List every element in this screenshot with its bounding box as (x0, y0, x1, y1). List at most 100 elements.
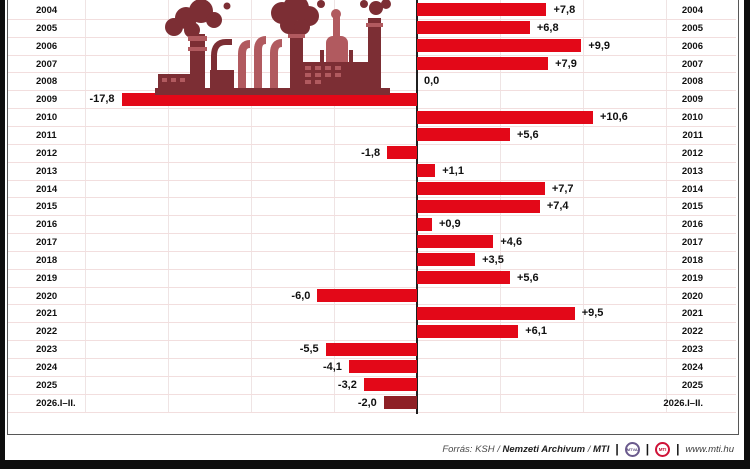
year-label-right: 2005 (681, 22, 703, 34)
row-separator (8, 233, 736, 235)
factory-center-chimney (288, 30, 305, 88)
value-label: +9,5 (581, 307, 604, 320)
gridline (251, 0, 252, 412)
row-separator (8, 358, 736, 359)
year-label-left: 2016 (36, 219, 58, 231)
year-label-right: 2014 (681, 183, 703, 195)
row-separator (8, 250, 736, 252)
value-label: +9,9 (588, 39, 611, 52)
bar (363, 378, 417, 392)
year-label-right: 2026.I–II. (663, 397, 703, 409)
row-separator (8, 375, 736, 377)
year-label-right: 2016 (681, 219, 703, 231)
source-ksh: KSH (475, 443, 495, 455)
factory-center-smoke (271, 0, 325, 35)
value-label: +7,8 (553, 4, 576, 16)
year-label-left: 2025 (36, 379, 58, 391)
bar (417, 271, 510, 285)
bar (417, 324, 519, 338)
bar (417, 199, 540, 213)
value-label: -4,1 (322, 361, 342, 373)
year-label-left: 2024 (36, 362, 58, 373)
row-separator (8, 143, 736, 145)
row-separator (8, 215, 736, 217)
value-label: +6,1 (525, 325, 547, 338)
year-label-right: 2007 (681, 58, 703, 70)
row-separator (8, 304, 736, 306)
row-separator (8, 161, 736, 163)
year-label-right: 2021 (681, 308, 703, 320)
image-border-left (0, 0, 5, 469)
bar (417, 3, 547, 17)
bar (417, 235, 494, 249)
row-separator (8, 286, 736, 288)
year-label-right: 2024 (681, 362, 703, 373)
row-separator (8, 179, 736, 181)
year-label-left: 2011 (36, 129, 57, 141)
source-separator: / (497, 443, 500, 455)
bar (417, 21, 530, 35)
year-label-right: 2012 (681, 147, 703, 159)
source-archive: Nemzeti Archivum (502, 443, 586, 455)
row-separator (8, 393, 736, 395)
year-label-left: 2021 (36, 308, 58, 320)
year-label-left: 2018 (36, 254, 58, 266)
year-label-right: 2004 (681, 5, 703, 16)
bar (387, 146, 417, 160)
year-label-left: 2019 (36, 272, 58, 284)
bar (417, 253, 476, 267)
website-link: www.mti.hu (685, 443, 734, 455)
year-label-right: 2013 (681, 165, 703, 177)
mti-logo-text: MTI (658, 446, 667, 452)
value-label: +10,6 (599, 111, 628, 124)
row-separator (8, 197, 736, 199)
bar (417, 110, 593, 124)
value-label: +5,6 (516, 128, 539, 141)
year-label-left: 2005 (36, 22, 58, 34)
value-label: +0,9 (438, 218, 461, 231)
value-label: +1,1 (442, 164, 464, 177)
year-label-left: 2017 (36, 237, 58, 249)
bar (417, 217, 432, 231)
year-label-right: 2019 (681, 272, 703, 284)
year-label-left: 2009 (36, 94, 58, 106)
row-separator (8, 268, 736, 270)
year-label-left: 2010 (36, 112, 58, 124)
factory-smoke-left (165, 0, 231, 38)
image-border-bottom (0, 460, 750, 469)
year-label-left: 2013 (36, 165, 58, 177)
value-label: -6,0 (291, 289, 311, 302)
gridline (334, 0, 335, 412)
factory-illustration (155, 0, 391, 95)
row-separator (8, 108, 736, 110)
bar (417, 181, 545, 195)
factory-buildings (155, 62, 390, 95)
value-label: +3,5 (482, 253, 504, 266)
year-label-left: 2020 (36, 290, 58, 302)
year-label-right: 2011 (682, 129, 703, 141)
bar (383, 396, 417, 410)
footer-divider: | (645, 442, 650, 456)
value-label: -2,0 (357, 396, 377, 409)
year-label-left: 2014 (36, 183, 58, 195)
bar (348, 360, 417, 374)
gridline (583, 0, 584, 412)
year-label-right: 2010 (681, 112, 703, 124)
year-label-left: 2022 (36, 326, 58, 338)
row-separator (8, 322, 736, 324)
gridline (85, 0, 86, 412)
bar (417, 128, 510, 142)
value-label: +7,9 (555, 57, 577, 70)
value-label: -1,8 (361, 146, 381, 159)
year-label-right: 2025 (681, 379, 703, 391)
mtva-logo-text: MTVA (626, 446, 638, 452)
year-label-left: 2004 (36, 5, 58, 16)
mti-logo-icon: MTI (655, 441, 671, 457)
year-label-right: 2020 (681, 290, 703, 302)
gridline (168, 0, 169, 412)
bar (317, 289, 417, 303)
row-separator (8, 340, 736, 342)
bar (417, 56, 549, 70)
row-separator (8, 125, 736, 127)
